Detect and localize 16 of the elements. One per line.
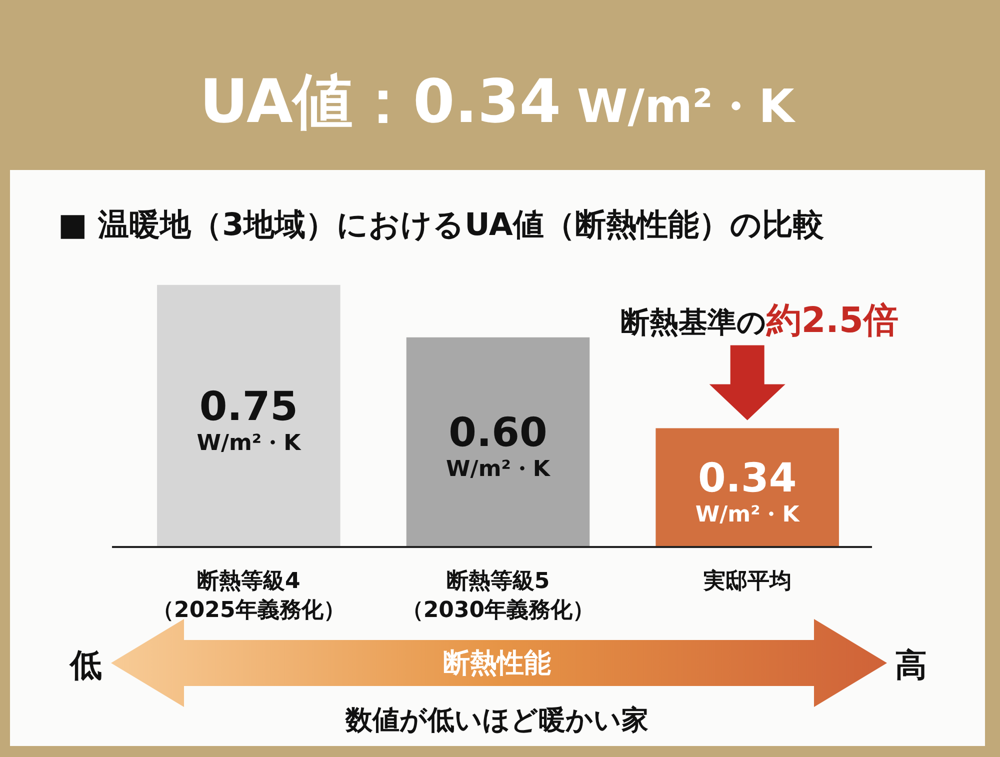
data-label: W/m²・K <box>196 430 301 456</box>
category-label: 実邸平均 <box>703 569 792 594</box>
annotation: 低 <box>70 646 102 684</box>
category-label: 断熱等級5 （2030年義務化） <box>401 569 595 623</box>
data-label: 0.60 <box>448 410 548 456</box>
data-label: 0.34 <box>698 456 797 502</box>
data-label: 0.75 <box>199 384 298 430</box>
data-label: W/m²・K <box>695 502 800 528</box>
subtitle: ■ 温暖地（3地域）におけるUA値（断熱性能）の比較 <box>58 207 824 243</box>
title: UA値：0.34 W/m²・K <box>200 67 794 137</box>
annotation: 高 <box>895 646 927 684</box>
data-label: W/m²・K <box>446 457 550 482</box>
annotation: 断熱性能 <box>443 648 551 679</box>
annotation: 断熱基準の約2.5倍 <box>620 301 898 342</box>
category-label: 断熱等級4 （2025年義務化） <box>152 569 346 623</box>
annotation: 数値が低いほど暖かい家 <box>346 705 648 736</box>
